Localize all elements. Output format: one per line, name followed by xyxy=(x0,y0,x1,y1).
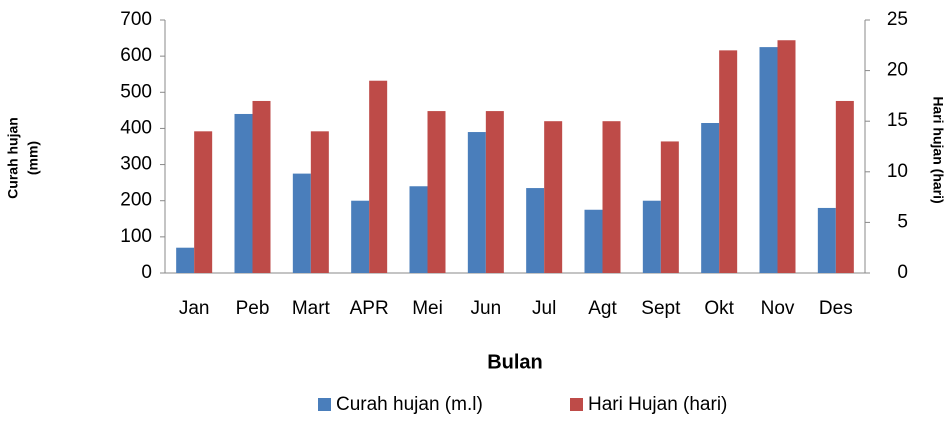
bar xyxy=(526,188,545,273)
bar xyxy=(176,247,195,273)
y2-tick-label: 15 xyxy=(887,110,908,131)
x-axis-label: Bulan xyxy=(487,351,543,373)
y-tick-label: 700 xyxy=(120,9,152,30)
y-tick-label: 100 xyxy=(120,226,152,247)
bar xyxy=(194,131,213,273)
legend-swatch xyxy=(570,398,583,411)
x-tick-label: Nov xyxy=(761,298,795,319)
y2-tick-label: 5 xyxy=(897,211,908,232)
bar xyxy=(544,121,563,273)
bar xyxy=(351,200,370,273)
bar xyxy=(467,132,486,273)
x-tick-label: Jul xyxy=(532,298,556,319)
y2-tick-label: 0 xyxy=(897,262,908,283)
y-tick-label: 300 xyxy=(120,154,152,175)
x-tick-label: Des xyxy=(819,298,853,319)
y-tick-label: 500 xyxy=(120,81,152,102)
y2-axis-label: Hari hujan (hari) xyxy=(930,96,946,203)
bar xyxy=(719,50,738,273)
y2-tick-label: 25 xyxy=(887,9,908,30)
bar xyxy=(642,200,661,273)
bar xyxy=(485,111,504,273)
bar xyxy=(777,40,796,273)
y-tick-label: 600 xyxy=(120,45,152,66)
bar xyxy=(817,207,836,273)
x-tick-label: Sept xyxy=(641,298,681,319)
y-tick-label: 400 xyxy=(120,117,152,138)
y-axis-label: (mm) xyxy=(25,141,41,175)
bar xyxy=(427,111,446,273)
x-tick-label: Okt xyxy=(704,298,734,319)
bar xyxy=(310,131,329,273)
bar xyxy=(759,47,778,273)
bar xyxy=(584,209,603,273)
bar xyxy=(292,173,311,273)
x-tick-label: Agt xyxy=(588,298,617,319)
bar xyxy=(409,186,428,273)
bar xyxy=(602,121,621,273)
x-tick-label: Jun xyxy=(471,298,502,319)
bar xyxy=(701,123,720,273)
legend-label: Curah hujan (m.l) xyxy=(336,394,483,415)
x-tick-label: Peb xyxy=(236,298,270,319)
legend-swatch xyxy=(318,398,331,411)
bar xyxy=(660,141,679,273)
x-tick-label: Mart xyxy=(292,298,331,319)
bar xyxy=(234,113,253,273)
x-tick-label: Mei xyxy=(412,298,443,319)
y-axis-label: Curah hujan xyxy=(5,117,21,199)
x-tick-label: Jan xyxy=(179,298,210,319)
y-tick-label: 0 xyxy=(141,262,152,283)
x-tick-label: APR xyxy=(350,298,389,319)
legend-label: Hari Hujan (hari) xyxy=(588,394,727,415)
y2-tick-label: 20 xyxy=(887,60,908,81)
bar xyxy=(835,100,854,274)
y2-tick-label: 10 xyxy=(887,161,908,182)
y-tick-label: 200 xyxy=(120,190,152,211)
bar xyxy=(252,100,271,274)
bar xyxy=(369,80,388,273)
